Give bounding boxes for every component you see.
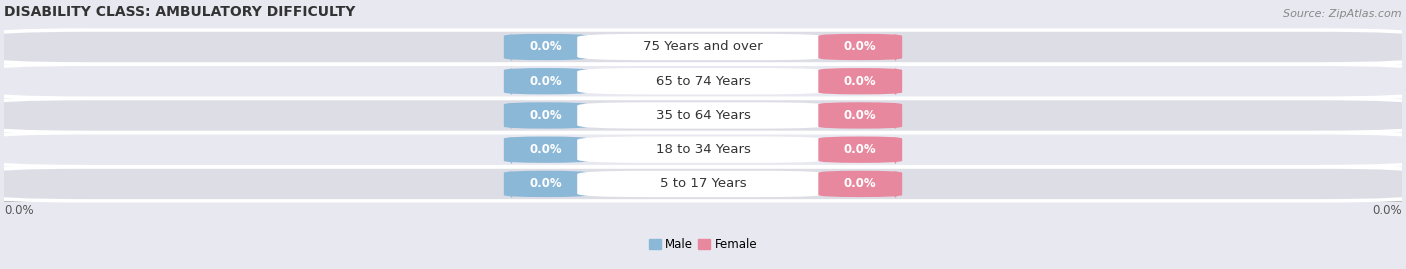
Text: DISABILITY CLASS: AMBULATORY DIFFICULTY: DISABILITY CLASS: AMBULATORY DIFFICULTY: [4, 5, 356, 19]
FancyBboxPatch shape: [818, 171, 903, 197]
Text: 0.0%: 0.0%: [530, 143, 562, 156]
Text: 75 Years and over: 75 Years and over: [643, 41, 763, 54]
FancyBboxPatch shape: [578, 68, 828, 94]
Text: 0.0%: 0.0%: [1372, 204, 1402, 217]
Text: 0.0%: 0.0%: [530, 178, 562, 190]
Text: 5 to 17 Years: 5 to 17 Years: [659, 178, 747, 190]
FancyBboxPatch shape: [578, 171, 828, 197]
FancyBboxPatch shape: [818, 68, 903, 94]
Text: 0.0%: 0.0%: [844, 109, 876, 122]
Text: 0.0%: 0.0%: [844, 143, 876, 156]
FancyBboxPatch shape: [0, 64, 1406, 98]
FancyBboxPatch shape: [818, 102, 903, 129]
FancyBboxPatch shape: [818, 34, 903, 60]
Text: 0.0%: 0.0%: [844, 178, 876, 190]
Text: 18 to 34 Years: 18 to 34 Years: [655, 143, 751, 156]
Text: 65 to 74 Years: 65 to 74 Years: [655, 75, 751, 88]
FancyBboxPatch shape: [503, 102, 588, 129]
FancyBboxPatch shape: [818, 136, 903, 163]
FancyBboxPatch shape: [503, 68, 588, 94]
FancyBboxPatch shape: [503, 136, 588, 163]
FancyBboxPatch shape: [578, 136, 828, 163]
FancyBboxPatch shape: [0, 30, 1406, 64]
Text: 0.0%: 0.0%: [844, 75, 876, 88]
FancyBboxPatch shape: [503, 171, 588, 197]
FancyBboxPatch shape: [503, 34, 588, 60]
FancyBboxPatch shape: [0, 167, 1406, 201]
Text: 0.0%: 0.0%: [530, 75, 562, 88]
FancyBboxPatch shape: [578, 34, 828, 60]
Text: Source: ZipAtlas.com: Source: ZipAtlas.com: [1284, 9, 1402, 19]
Text: 0.0%: 0.0%: [844, 41, 876, 54]
FancyBboxPatch shape: [578, 102, 828, 129]
FancyBboxPatch shape: [0, 98, 1406, 132]
Text: 0.0%: 0.0%: [530, 41, 562, 54]
Legend: Male, Female: Male, Female: [644, 233, 762, 256]
Text: 0.0%: 0.0%: [530, 109, 562, 122]
Text: 35 to 64 Years: 35 to 64 Years: [655, 109, 751, 122]
FancyBboxPatch shape: [0, 133, 1406, 167]
Text: 0.0%: 0.0%: [4, 204, 34, 217]
